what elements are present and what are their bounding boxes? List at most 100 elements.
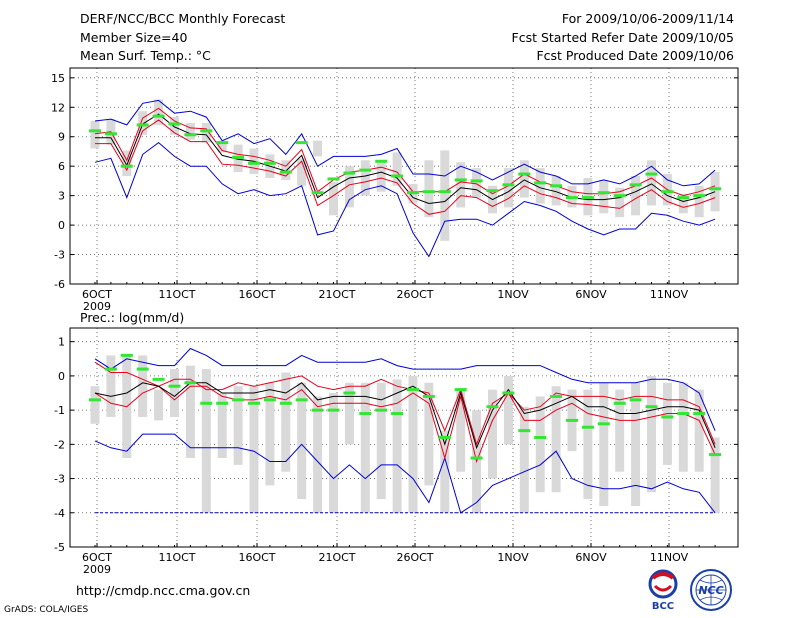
forecast-marker xyxy=(216,401,229,405)
x-tick-label: 6NOV xyxy=(575,551,607,564)
forecast-marker xyxy=(550,184,563,188)
forecast-marker xyxy=(375,159,388,163)
forecast-marker xyxy=(661,190,674,194)
forecast-marker xyxy=(613,401,626,405)
fcst-produced-label: Fcst Produced Date 2009/10/06 xyxy=(536,48,734,63)
forecast-marker xyxy=(486,405,499,409)
box-bar xyxy=(519,160,529,198)
forecast-marker xyxy=(343,171,356,175)
forecast-marker xyxy=(597,191,610,195)
forecast-marker xyxy=(454,178,467,182)
y-tick-label: 0 xyxy=(58,370,65,383)
box-bar xyxy=(615,187,625,218)
box-bar xyxy=(647,160,656,206)
box-bar xyxy=(694,185,704,218)
forecast-marker xyxy=(200,129,213,133)
outer-upper-line xyxy=(94,99,716,187)
median-line xyxy=(94,382,716,450)
y-tick-label: -4 xyxy=(54,507,65,520)
box-bar xyxy=(217,393,227,459)
forecast-marker xyxy=(279,401,292,405)
forecast-marker xyxy=(677,412,690,416)
x-tick-label: 11OCT xyxy=(158,551,195,564)
box-bar xyxy=(265,382,275,486)
forecast-marker xyxy=(518,172,531,176)
box-bar xyxy=(217,140,227,153)
box-bar xyxy=(424,382,434,486)
box-bar xyxy=(106,355,116,417)
box-bar xyxy=(424,160,434,218)
forecast-marker xyxy=(438,436,451,439)
forecast-marker xyxy=(407,388,419,392)
box-bar xyxy=(201,122,211,143)
forecast-marker xyxy=(184,381,197,385)
y-tick-label: -3 xyxy=(54,473,65,486)
x-tick-label: 1NOV xyxy=(497,288,529,301)
inner-lower-line xyxy=(94,385,716,464)
box-bar xyxy=(615,389,625,472)
source-url[interactable]: http://cmdp.ncc.cma.gov.cn xyxy=(76,583,251,598)
box-bar xyxy=(694,389,704,472)
forecast-marker xyxy=(232,155,245,159)
forecast-marker xyxy=(248,161,260,165)
forecast-marker xyxy=(136,367,149,371)
forecast-period-label: For 2009/10/06-2009/11/14 xyxy=(561,11,734,26)
grads-credit: GrADS: COLA/IGES xyxy=(4,605,89,615)
forecast-marker xyxy=(645,405,658,409)
forecast-marker xyxy=(629,398,642,402)
box-bar xyxy=(631,176,641,216)
box-bar xyxy=(440,150,450,241)
x-tick-label: 21OCT xyxy=(318,551,355,564)
y-tick-label: -1 xyxy=(54,404,65,417)
box-bar xyxy=(360,382,370,513)
inner-lower-line xyxy=(95,119,716,215)
forecast-marker xyxy=(152,377,165,381)
x-tick-label: 16OCT xyxy=(238,551,275,564)
box-bar xyxy=(678,382,688,472)
forecast-marker xyxy=(709,453,722,457)
forecast-marker xyxy=(279,170,292,174)
box-bar xyxy=(154,99,164,125)
forecast-marker xyxy=(502,183,515,187)
precipitation-panel: Prec.: log(mm/d) 1 0 -1 -2 -3 -4 -5 6OCT 11OCT 16O… xyxy=(54,310,739,576)
x-tick-label: 11OCT xyxy=(158,288,195,301)
temperature-panel: 15 12 9 6 3 0 -3 -6 6OCT 11OCT 16OCT 21OCT 26OCT 1NOV… xyxy=(51,67,739,313)
box-bar xyxy=(138,111,148,135)
forecast-marker xyxy=(391,412,404,416)
forecast-marker xyxy=(327,177,340,181)
box-bar xyxy=(631,382,641,506)
forecast-marker xyxy=(200,401,213,405)
box-bar xyxy=(440,430,450,513)
forecast-marker xyxy=(295,141,308,145)
x-tick-label: 26OCT xyxy=(396,551,433,564)
box-bar xyxy=(488,389,497,479)
box-bar xyxy=(297,382,307,500)
forecast-marker xyxy=(89,398,101,402)
bcc-logo-text: BCC xyxy=(652,601,674,612)
x-tick-label: 1NOV xyxy=(497,551,529,564)
forecast-marker xyxy=(597,422,610,426)
x-tick-label: 11NOV xyxy=(650,551,689,564)
box-bar xyxy=(154,389,164,421)
x-year-label: 2009 xyxy=(83,563,111,576)
box-bar xyxy=(392,152,402,186)
box-bar xyxy=(344,166,354,208)
forecast-marker xyxy=(581,425,594,429)
plot-frame xyxy=(69,67,739,285)
forecast-marker xyxy=(343,391,356,395)
bcc-logo: BCC xyxy=(648,569,678,612)
forecast-marker xyxy=(184,133,197,137)
forecast-marker xyxy=(709,187,722,191)
box-bar xyxy=(138,355,148,417)
box-bar xyxy=(408,375,418,513)
box-bar xyxy=(122,150,132,176)
box-bar xyxy=(551,386,561,493)
precip-title: Prec.: log(mm/d) xyxy=(80,310,184,325)
box-bar xyxy=(170,369,179,417)
forecast-marker xyxy=(104,367,117,371)
member-size-label: Member Size=40 xyxy=(80,30,188,45)
forecast-marker xyxy=(470,179,483,183)
outer-upper-line xyxy=(94,347,716,431)
y-tick-label: -2 xyxy=(54,438,65,451)
